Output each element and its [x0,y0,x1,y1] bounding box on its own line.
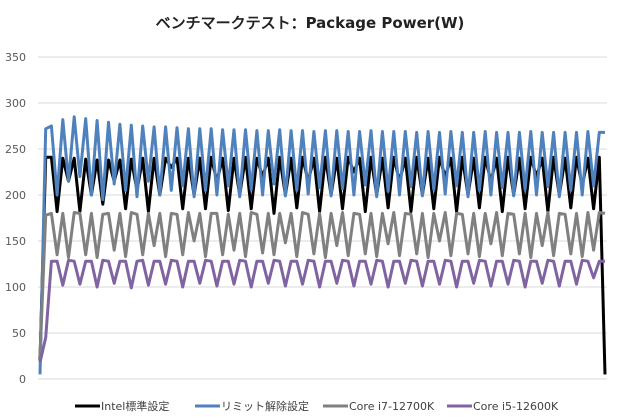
y-tick-label: 100 [5,281,26,294]
y-tick-label: 350 [5,51,26,64]
y-tick-label: 200 [5,189,26,202]
series-line-2 [38,211,606,357]
series-line-1 [38,115,605,375]
y-tick-label: 0 [19,373,26,386]
legend-label: Core i5-12600K [473,400,559,413]
legend-label: リミット解除設定 [221,399,309,413]
chart-title: ベンチマークテスト：Package Power(W) [156,14,465,32]
y-tick-label: 300 [5,97,26,110]
legend-label: Intel標準設定 [101,399,169,413]
legend-item: Intel標準設定 [75,399,169,413]
series-line-3 [38,258,605,363]
y-tick-label: 50 [12,327,26,340]
legend-item: Core i5-12600K [447,400,559,413]
y-tick-label: 150 [5,235,26,248]
y-tick-label: 250 [5,143,26,156]
legend-item: Core i7-12700K [323,400,435,413]
legend-label: Core i7-12700K [349,400,435,413]
legend-item: リミット解除設定 [195,399,309,413]
